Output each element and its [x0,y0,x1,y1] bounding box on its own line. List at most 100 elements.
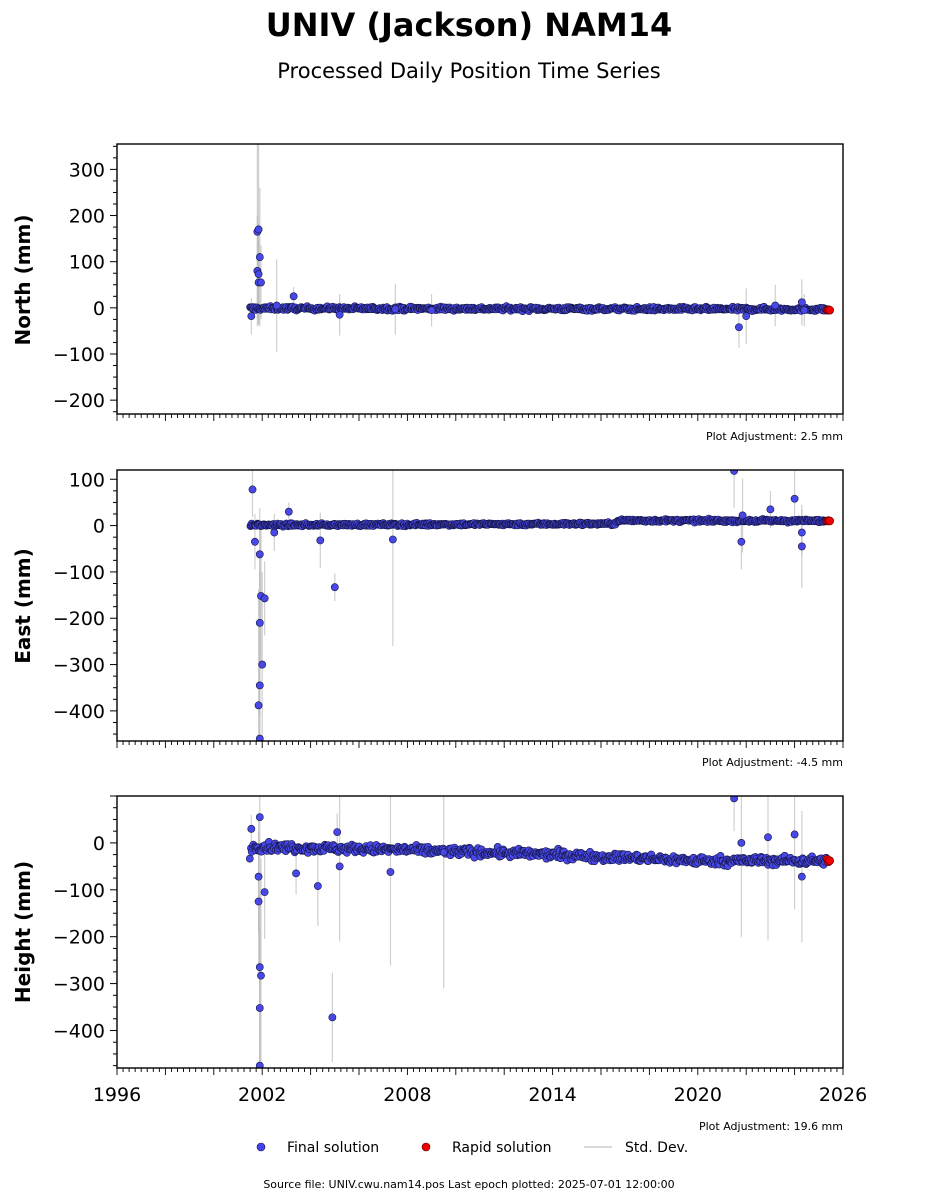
final-point [738,511,747,520]
final-point [272,301,281,310]
y-tick-label: −200 [53,608,105,630]
final-point [255,618,264,627]
height-panel: −400 −300 −200 −100 0 1996 2002 2008 2014 2020 202… [53,795,867,1106]
x-tick-label: 2020 [674,1084,722,1106]
final-point [255,813,264,822]
final-point [797,528,806,537]
final-point [255,734,264,741]
final-point [292,869,300,878]
final-point [771,301,780,310]
final-point [735,323,743,332]
final-point [245,854,254,863]
final-point [333,828,342,837]
y-tick-label: 100 [69,252,105,274]
y-tick-label: −100 [53,880,105,902]
final-point [255,1004,264,1012]
final-point [335,862,344,871]
y-tick-label: 300 [69,159,105,181]
final-point [737,537,746,546]
plot-area [245,796,834,1068]
x-tick-label: 2026 [819,1084,867,1106]
final-point [254,225,263,234]
final-point [737,838,746,847]
y-tick-label: −400 [53,701,105,723]
east-panel: −400 −300 −200 −100 0 100 [53,469,844,748]
final-point [391,305,400,314]
final-point [800,306,809,315]
plot-area [246,470,834,741]
chart-subtitle: Processed Daily Position Time Series [277,59,661,83]
final-point [289,292,298,301]
y-tick-label: 100 [69,469,105,491]
final-point [254,270,263,279]
final-point [255,253,264,261]
y-tick-label: −200 [53,927,105,949]
final-point [764,833,772,842]
final-point [335,310,344,319]
rapid-point [825,856,834,866]
final-point [254,701,263,710]
final-point [730,796,738,803]
height-adjustment-note: Plot Adjustment: 19.6 mm [699,1120,843,1133]
final-point [797,542,806,551]
final-point [247,312,256,321]
final-point [270,528,279,537]
final-point [254,872,263,881]
legend-final-marker [256,1142,266,1152]
final-point [247,824,256,833]
y-tick-label: −200 [53,390,105,412]
y-tick-label: 0 [93,833,105,855]
plot-frame [116,795,844,1069]
final-point [254,897,263,906]
final-point [439,848,448,857]
y-tick-label: 200 [69,206,105,228]
final-point [742,312,751,321]
final-point [766,505,775,514]
height-ylabel: Height (mm) [11,861,35,1003]
final-point [255,963,264,972]
final-point [260,594,269,603]
final-point [257,971,265,980]
plot-area [246,144,834,352]
final-point [251,537,259,546]
final-point [797,298,806,307]
final-point [257,278,265,287]
final-point [284,507,293,516]
final-point [255,1061,264,1068]
final-point [313,882,322,890]
final-point [388,535,397,544]
final-point [330,583,339,592]
source-note: Source file: UNIV.cwu.nam14.pos Last epo… [263,1178,674,1191]
north-adjustment-note: Plot Adjustment: 2.5 mm [706,430,843,443]
legend-rapid-label: Rapid solution [452,1140,552,1156]
x-tick-label: 2002 [238,1084,286,1106]
north-ylabel: North (mm) [11,214,35,345]
rapid-point [825,305,834,315]
final-point [260,888,269,897]
legend: Final solution Rapid solution Std. Dev. [256,1140,688,1156]
y-tick-label: −300 [53,655,105,677]
east-adjustment-note: Plot Adjustment: -4.5 mm [702,756,843,769]
x-tick-label: 2014 [528,1084,576,1106]
y-tick-label: −400 [53,1020,105,1042]
final-point [427,306,436,315]
y-tick-label: −300 [53,974,105,996]
legend-final-label: Final solution [287,1140,379,1156]
y-tick-label: 0 [93,298,105,320]
y-tick-label: 0 [93,516,105,538]
final-point [386,868,395,876]
final-point [255,550,264,559]
final-point [790,830,799,839]
final-point [790,494,799,503]
final-point [328,1013,337,1022]
legend-stddev-label: Std. Dev. [625,1140,688,1156]
rapid-point [825,516,834,526]
final-point [797,872,806,881]
legend-rapid-marker [421,1142,431,1152]
final-point [730,470,738,475]
plot-frame [116,469,844,742]
final-point [258,660,267,669]
final-point [248,485,257,494]
y-tick-label: −100 [53,562,105,584]
